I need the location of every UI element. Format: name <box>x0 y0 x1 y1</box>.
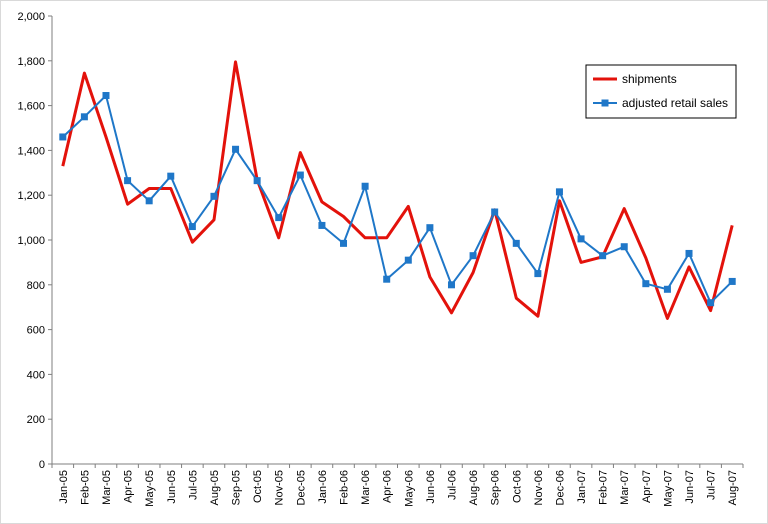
x-tick-label: Aug-05 <box>209 470 221 505</box>
data-point <box>512 239 520 247</box>
x-tick-label: Nov-06 <box>533 470 545 505</box>
y-tick-label: 600 <box>27 325 45 337</box>
data-point <box>663 285 671 293</box>
data-point <box>383 275 391 283</box>
x-tick-label: Jul-06 <box>446 470 458 500</box>
x-tick-label: Dec-05 <box>295 470 307 505</box>
data-point <box>232 145 240 153</box>
x-tick-label: Jan-06 <box>317 470 329 504</box>
x-tick-label: Aug-07 <box>727 470 739 505</box>
legend-label: shipments <box>622 72 677 86</box>
x-tick-label: Mar-06 <box>360 470 372 505</box>
x-tick-label: Jun-05 <box>166 470 178 504</box>
data-point <box>80 113 88 121</box>
x-tick-label: May-07 <box>662 470 674 507</box>
legend-box <box>585 64 737 119</box>
data-point <box>447 281 455 289</box>
series-line <box>62 94 733 304</box>
data-point <box>685 249 693 257</box>
y-tick-label: 1,600 <box>17 101 45 113</box>
series-line <box>61 60 734 320</box>
x-axis-ticks: Jan-05 Feb-05 Mar-05 Apr-05 May-05 Jun-05 Jul-… <box>51 464 744 507</box>
x-tick-label: Jan-05 <box>58 470 70 504</box>
y-tick-label: 800 <box>27 280 45 292</box>
y-tick-label: 1,400 <box>17 145 45 157</box>
data-point <box>577 235 585 243</box>
data-point <box>275 214 283 222</box>
x-tick-label: Sep-06 <box>490 470 502 505</box>
y-tick-label: 400 <box>27 369 45 381</box>
y-tick-label: 1,800 <box>17 56 45 68</box>
x-tick-label: Dec-06 <box>554 470 566 505</box>
x-tick-label: Jan-07 <box>576 470 588 504</box>
data-point <box>59 133 67 141</box>
data-point <box>426 224 434 232</box>
data-point <box>599 252 607 260</box>
data-point <box>620 243 628 251</box>
y-tick-label: 1,200 <box>17 190 45 202</box>
legend-item: adjusted retail sales <box>593 96 728 110</box>
data-point <box>491 208 499 216</box>
x-tick-label: May-05 <box>144 470 156 507</box>
x-tick-label: Aug-06 <box>468 470 480 505</box>
y-tick-label: 200 <box>27 414 45 426</box>
x-tick-label: Feb-07 <box>598 470 610 505</box>
data-point <box>210 192 218 200</box>
legend-marker <box>601 99 609 107</box>
series-adjusted-retail-sales <box>59 92 736 307</box>
data-point <box>404 256 412 264</box>
data-point <box>253 177 261 185</box>
x-tick-label: Sep-05 <box>231 470 243 505</box>
data-point <box>102 92 110 100</box>
data-point <box>555 188 563 196</box>
data-point <box>469 252 477 260</box>
x-tick-label: Apr-07 <box>641 470 653 503</box>
data-point <box>728 277 736 285</box>
series-layer <box>59 60 736 320</box>
x-tick-label: Mar-07 <box>619 470 631 505</box>
data-point <box>340 239 348 247</box>
data-point <box>296 171 304 179</box>
data-point <box>124 177 132 185</box>
data-point <box>167 172 175 180</box>
y-tick-label: 0 <box>39 459 45 471</box>
x-tick-label: Nov-05 <box>274 470 286 505</box>
x-tick-label: Feb-06 <box>339 470 351 505</box>
legend-item: shipments <box>593 72 677 86</box>
x-tick-label: Jul-05 <box>187 470 199 500</box>
data-point <box>707 299 715 307</box>
data-point <box>318 221 326 229</box>
y-tick-label: 1,000 <box>17 235 45 247</box>
x-tick-label: Apr-06 <box>382 470 394 503</box>
x-tick-label: Jun-07 <box>684 470 696 504</box>
x-tick-label: Feb-05 <box>79 470 91 505</box>
y-tick-label: 2,000 <box>17 11 45 23</box>
x-tick-label: Jun-06 <box>425 470 437 504</box>
data-point <box>534 270 542 278</box>
x-tick-label: Apr-05 <box>123 470 135 503</box>
legend: shipments adjusted retail sales <box>585 64 737 119</box>
x-tick-label: Jul-07 <box>706 470 718 500</box>
x-tick-label: Oct-06 <box>511 470 523 503</box>
x-tick-label: Oct-05 <box>252 470 264 503</box>
data-point <box>361 182 369 190</box>
data-point <box>145 197 153 205</box>
legend-label: adjusted retail sales <box>622 96 728 110</box>
x-tick-label: Mar-05 <box>101 470 113 505</box>
x-tick-label: May-06 <box>403 470 415 507</box>
y-axis-ticks: 0 200 400 600 800 1,000 1,200 1,400 1,600 1,800 2,… <box>17 11 52 471</box>
data-point <box>642 280 650 288</box>
data-point <box>188 223 196 231</box>
series-shipments <box>61 60 734 320</box>
